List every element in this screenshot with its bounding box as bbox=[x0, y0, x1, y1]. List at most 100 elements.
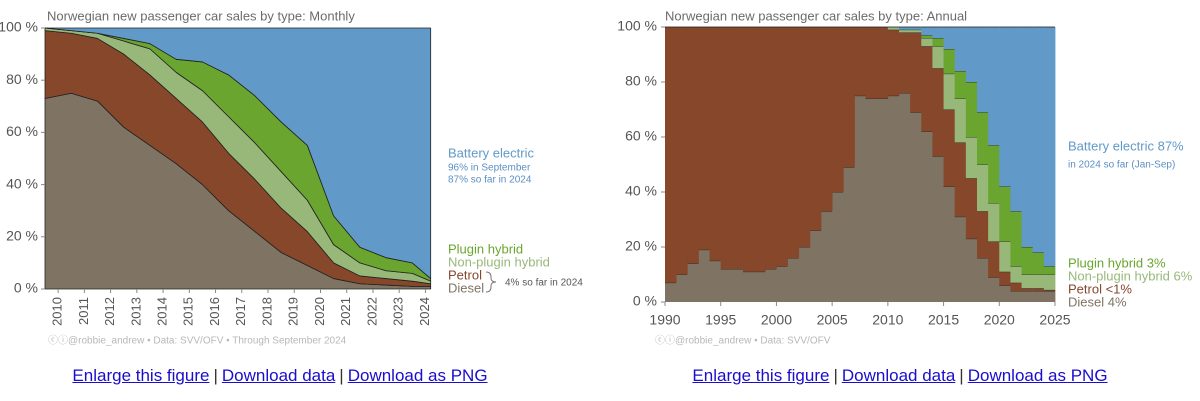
x-tick-label: 2017 bbox=[233, 297, 248, 326]
x-tick-label: 2000 bbox=[761, 312, 792, 328]
step-bar bbox=[954, 27, 967, 71]
step-bar bbox=[1043, 274, 1056, 290]
link[interactable]: Download as PNG bbox=[347, 366, 488, 385]
y-tick-label: 40 % bbox=[6, 175, 38, 191]
step-bar bbox=[754, 27, 766, 272]
step-bar bbox=[665, 282, 677, 302]
x-tick-label: 2024 bbox=[417, 297, 432, 326]
link[interactable]: Download as PNG bbox=[967, 366, 1108, 385]
step-bar bbox=[988, 145, 1000, 203]
step-bar bbox=[943, 49, 956, 74]
step-bar bbox=[921, 131, 933, 302]
step-bar bbox=[932, 46, 944, 69]
step-bar bbox=[965, 82, 978, 137]
step-bar bbox=[899, 93, 911, 302]
chart-title: Norwegian new passenger car sales by typ… bbox=[47, 8, 355, 23]
step-bar bbox=[832, 27, 844, 192]
step-bar bbox=[754, 271, 766, 302]
y-tick-label: 0 % bbox=[633, 293, 657, 309]
step-bar bbox=[854, 95, 866, 302]
step-bar bbox=[1010, 291, 1022, 302]
step-bar bbox=[876, 98, 889, 302]
step-bar bbox=[899, 29, 911, 33]
step-bar bbox=[776, 266, 788, 302]
step-bar bbox=[798, 27, 811, 247]
y-tick-label: 60 % bbox=[625, 128, 657, 144]
step-bar bbox=[1010, 282, 1022, 291]
step-bar bbox=[999, 241, 1011, 272]
x-tick-label: 2023 bbox=[391, 297, 406, 326]
step-bar bbox=[1043, 27, 1056, 267]
step-bar bbox=[921, 38, 933, 47]
step-bar bbox=[1021, 27, 1034, 247]
legend-label: Petrol <1% bbox=[1068, 281, 1132, 296]
step-bar bbox=[821, 211, 833, 302]
x-tick-label: 2010 bbox=[872, 312, 903, 328]
step-bar bbox=[787, 258, 800, 302]
step-bar bbox=[887, 95, 900, 302]
x-tick-label: 2018 bbox=[259, 297, 274, 326]
x-tick-label: 2021 bbox=[338, 297, 353, 326]
link-bar: Enlarge this figure | Download data | Downlo… bbox=[620, 366, 1180, 386]
y-tick-label: 100 % bbox=[617, 18, 657, 34]
step-bar bbox=[977, 164, 989, 212]
annotation: 4% so far in 2024 bbox=[505, 278, 583, 289]
link[interactable]: Download data bbox=[841, 366, 956, 385]
step-bar bbox=[865, 98, 878, 302]
source-note: ⓒⓘ@robbie_andrew • Data: SVV/OFV • Throu… bbox=[48, 335, 347, 347]
y-tick-label: 20 % bbox=[625, 238, 657, 254]
step-bar bbox=[743, 271, 755, 302]
step-bar bbox=[1021, 291, 1034, 302]
step-bar bbox=[765, 269, 777, 302]
x-tick-label: 2013 bbox=[128, 297, 143, 326]
step-bar bbox=[731, 269, 744, 302]
x-tick-label: 2016 bbox=[207, 297, 222, 326]
step-bar bbox=[1010, 211, 1022, 267]
legend-label: Battery electric bbox=[448, 145, 534, 160]
x-tick-label: 2025 bbox=[1039, 312, 1070, 328]
step-bar bbox=[821, 27, 833, 212]
step-bar bbox=[1032, 274, 1045, 289]
step-bar bbox=[876, 27, 889, 99]
link-bar: Enlarge this figure | Download data | Downlo… bbox=[0, 366, 560, 386]
annotation: in 2024 so far (Jan-Sep) bbox=[1068, 160, 1175, 171]
step-bar bbox=[932, 38, 944, 47]
step-bar bbox=[954, 71, 967, 99]
step-bar bbox=[965, 238, 978, 302]
x-tick-label: 1990 bbox=[649, 312, 680, 328]
step-bar bbox=[965, 178, 978, 239]
step-bar bbox=[798, 247, 811, 302]
step-bar bbox=[1032, 27, 1045, 253]
step-bar bbox=[977, 27, 989, 113]
legend-label: Non-plugin hybrid bbox=[448, 254, 550, 269]
step-bar bbox=[943, 109, 956, 187]
legend-label: Diesel 4% bbox=[1068, 294, 1127, 309]
step-bar bbox=[1032, 291, 1045, 302]
step-bar bbox=[765, 27, 777, 269]
step-bar bbox=[865, 27, 878, 99]
source-note: ⓒⓘ@robbie_andrew • Data: SVV/OFV bbox=[655, 335, 831, 347]
link[interactable]: Enlarge this figure bbox=[692, 366, 830, 385]
step-bar bbox=[1021, 247, 1034, 275]
y-tick-label: 20 % bbox=[6, 228, 38, 244]
step-bar bbox=[1021, 288, 1034, 291]
link[interactable]: Download data bbox=[221, 366, 336, 385]
step-bar bbox=[977, 211, 989, 258]
step-bar bbox=[676, 27, 688, 275]
step-bar bbox=[921, 46, 933, 132]
annotation: 87% so far in 2024 bbox=[448, 175, 532, 186]
step-bar bbox=[932, 68, 944, 157]
x-tick-label: 2005 bbox=[817, 312, 848, 328]
y-tick-label: 40 % bbox=[625, 183, 657, 199]
x-tick-label: 2011 bbox=[76, 297, 91, 325]
step-bar bbox=[731, 27, 744, 269]
step-bar bbox=[999, 285, 1011, 302]
step-bar bbox=[787, 27, 800, 258]
step-bar bbox=[988, 27, 1000, 146]
step-bar bbox=[910, 29, 922, 33]
step-bar bbox=[887, 29, 900, 96]
step-bar bbox=[988, 241, 1000, 278]
x-tick-label: 2014 bbox=[155, 297, 170, 326]
link[interactable]: Enlarge this figure bbox=[72, 366, 210, 385]
step-bar bbox=[709, 260, 722, 302]
